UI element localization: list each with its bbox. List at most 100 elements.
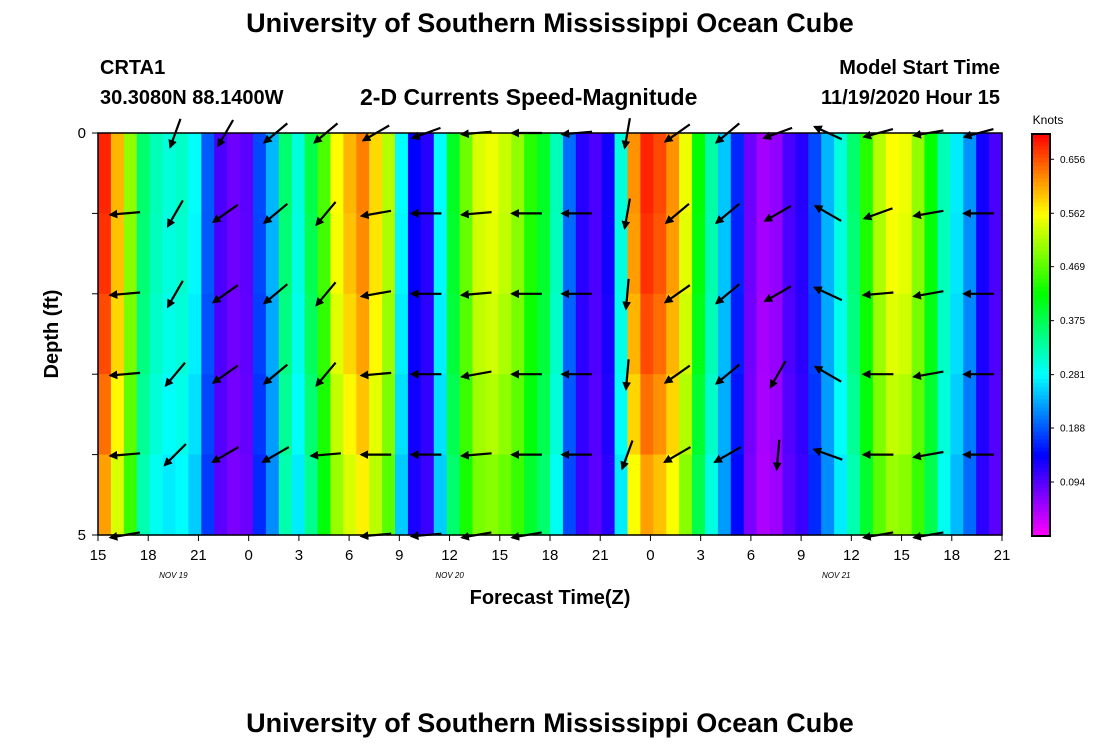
- heatmap-cell: [369, 374, 383, 456]
- heatmap-cell: [950, 454, 964, 536]
- heatmap-cell: [885, 374, 900, 456]
- current-vector: [813, 204, 842, 222]
- heatmap-cell: [950, 213, 964, 295]
- colorbar-band: [1032, 330, 1050, 336]
- heatmap-cell: [640, 133, 654, 214]
- footer-title: University of Southern Mississippi Ocean…: [246, 708, 854, 738]
- colorbar-band: [1032, 455, 1050, 461]
- heatmap-cell: [227, 213, 241, 295]
- heatmap-cell: [537, 133, 551, 214]
- heatmap-cell: [472, 293, 487, 375]
- heatmap-cell: [330, 374, 344, 456]
- heatmap-cell: [343, 293, 357, 375]
- heatmap-cell: [976, 293, 990, 375]
- heatmap-cell: [666, 293, 680, 375]
- colorbar-band: [1032, 335, 1050, 340]
- heatmap-cell: [420, 213, 435, 295]
- heatmap-cell: [821, 133, 835, 214]
- heatmap-cell: [989, 293, 1003, 375]
- heatmap-cell: [188, 293, 202, 375]
- current-vector: [622, 278, 631, 311]
- heatmap-cell: [885, 213, 900, 295]
- colorbar-band: [1032, 186, 1050, 191]
- current-vector: [261, 446, 290, 464]
- heatmap-cell: [911, 454, 926, 536]
- heatmap-cell: [433, 213, 448, 295]
- heatmap-cell: [666, 213, 680, 295]
- heatmap-cell: [149, 213, 164, 295]
- heatmap-cell: [885, 133, 900, 214]
- colorbar-band: [1032, 527, 1050, 533]
- heatmap-cell: [278, 454, 293, 536]
- heatmap-cell: [123, 293, 138, 375]
- colorbar-band: [1032, 250, 1050, 256]
- heatmap-cell: [446, 133, 461, 214]
- colorbar-band: [1032, 355, 1050, 360]
- colorbar-band: [1032, 487, 1050, 493]
- colorbar: Knots 0.656 0.562 0.469 0.375 0.281 0.188 0.09…: [1031, 113, 1085, 537]
- x-tick-label: 12: [441, 547, 458, 564]
- current-vector: [769, 360, 787, 389]
- heatmap-cell: [937, 454, 951, 536]
- heatmap-cell: [834, 293, 848, 375]
- heatmap-cell: [123, 374, 138, 456]
- heatmap-cell: [730, 454, 745, 536]
- heatmap-cell: [679, 454, 693, 536]
- heatmap-cell: [420, 293, 435, 375]
- heatmap-cell: [407, 293, 422, 375]
- heatmap-cell: [446, 454, 461, 536]
- heatmap-cell: [575, 213, 590, 295]
- y-tick-label: 5: [78, 527, 86, 544]
- heatmap-cell: [252, 293, 267, 375]
- x-tick-label: 21: [190, 547, 207, 564]
- heatmap-cell: [950, 293, 964, 375]
- model-start-label: Model Start Time: [839, 57, 1000, 79]
- colorbar-band: [1032, 222, 1050, 228]
- heatmap-cell: [898, 374, 913, 456]
- colorbar-band: [1032, 419, 1050, 425]
- model-start-value: 11/19/2020 Hour 15: [820, 87, 1000, 109]
- current-vector: [663, 284, 691, 304]
- heatmap-cell: [524, 213, 538, 295]
- heatmap-cell: [756, 374, 771, 456]
- colorbar-band: [1032, 290, 1050, 296]
- current-vector: [166, 280, 184, 309]
- heatmap-cell: [756, 133, 771, 214]
- heatmap-cell: [898, 293, 913, 375]
- heatmap-cell: [679, 374, 693, 456]
- heatmap-cell: [950, 374, 964, 456]
- colorbar-band: [1032, 483, 1050, 489]
- heatmap-cell: [834, 454, 848, 536]
- colorbar-band: [1032, 491, 1050, 497]
- heatmap-cell: [963, 213, 977, 295]
- heatmap-cell: [859, 454, 874, 536]
- heatmap-cell: [227, 133, 241, 214]
- heatmap-cell: [692, 374, 706, 456]
- colorbar-band: [1032, 479, 1050, 485]
- heatmap-cell: [317, 454, 332, 536]
- heatmap-cell: [162, 133, 177, 214]
- heatmap-cell: [330, 133, 344, 214]
- heatmap-cell: [214, 374, 228, 456]
- heatmap-cell: [743, 133, 758, 214]
- heatmap-cell: [498, 213, 512, 295]
- colorbar-band: [1032, 503, 1050, 509]
- colorbar-band: [1032, 515, 1050, 521]
- heatmap-cell: [395, 213, 409, 295]
- heatmap-cell: [537, 454, 551, 536]
- heatmap-cell: [382, 133, 396, 214]
- y-axis-title: Depth (ft): [41, 290, 63, 379]
- heatmap-cell: [433, 133, 448, 214]
- heatmap-cell: [614, 454, 629, 536]
- heatmap-cell: [459, 133, 474, 214]
- x-tick-label: 21: [592, 547, 609, 564]
- heatmap-cell: [911, 293, 926, 375]
- heatmap-cell: [123, 133, 138, 214]
- colorbar-band: [1032, 451, 1050, 457]
- current-vector: [359, 370, 392, 380]
- colorbar-band: [1032, 254, 1050, 260]
- heatmap-cell: [872, 293, 887, 375]
- heatmap-cell: [782, 213, 796, 295]
- colorbar-band: [1032, 343, 1050, 348]
- heatmap-cell: [769, 133, 784, 214]
